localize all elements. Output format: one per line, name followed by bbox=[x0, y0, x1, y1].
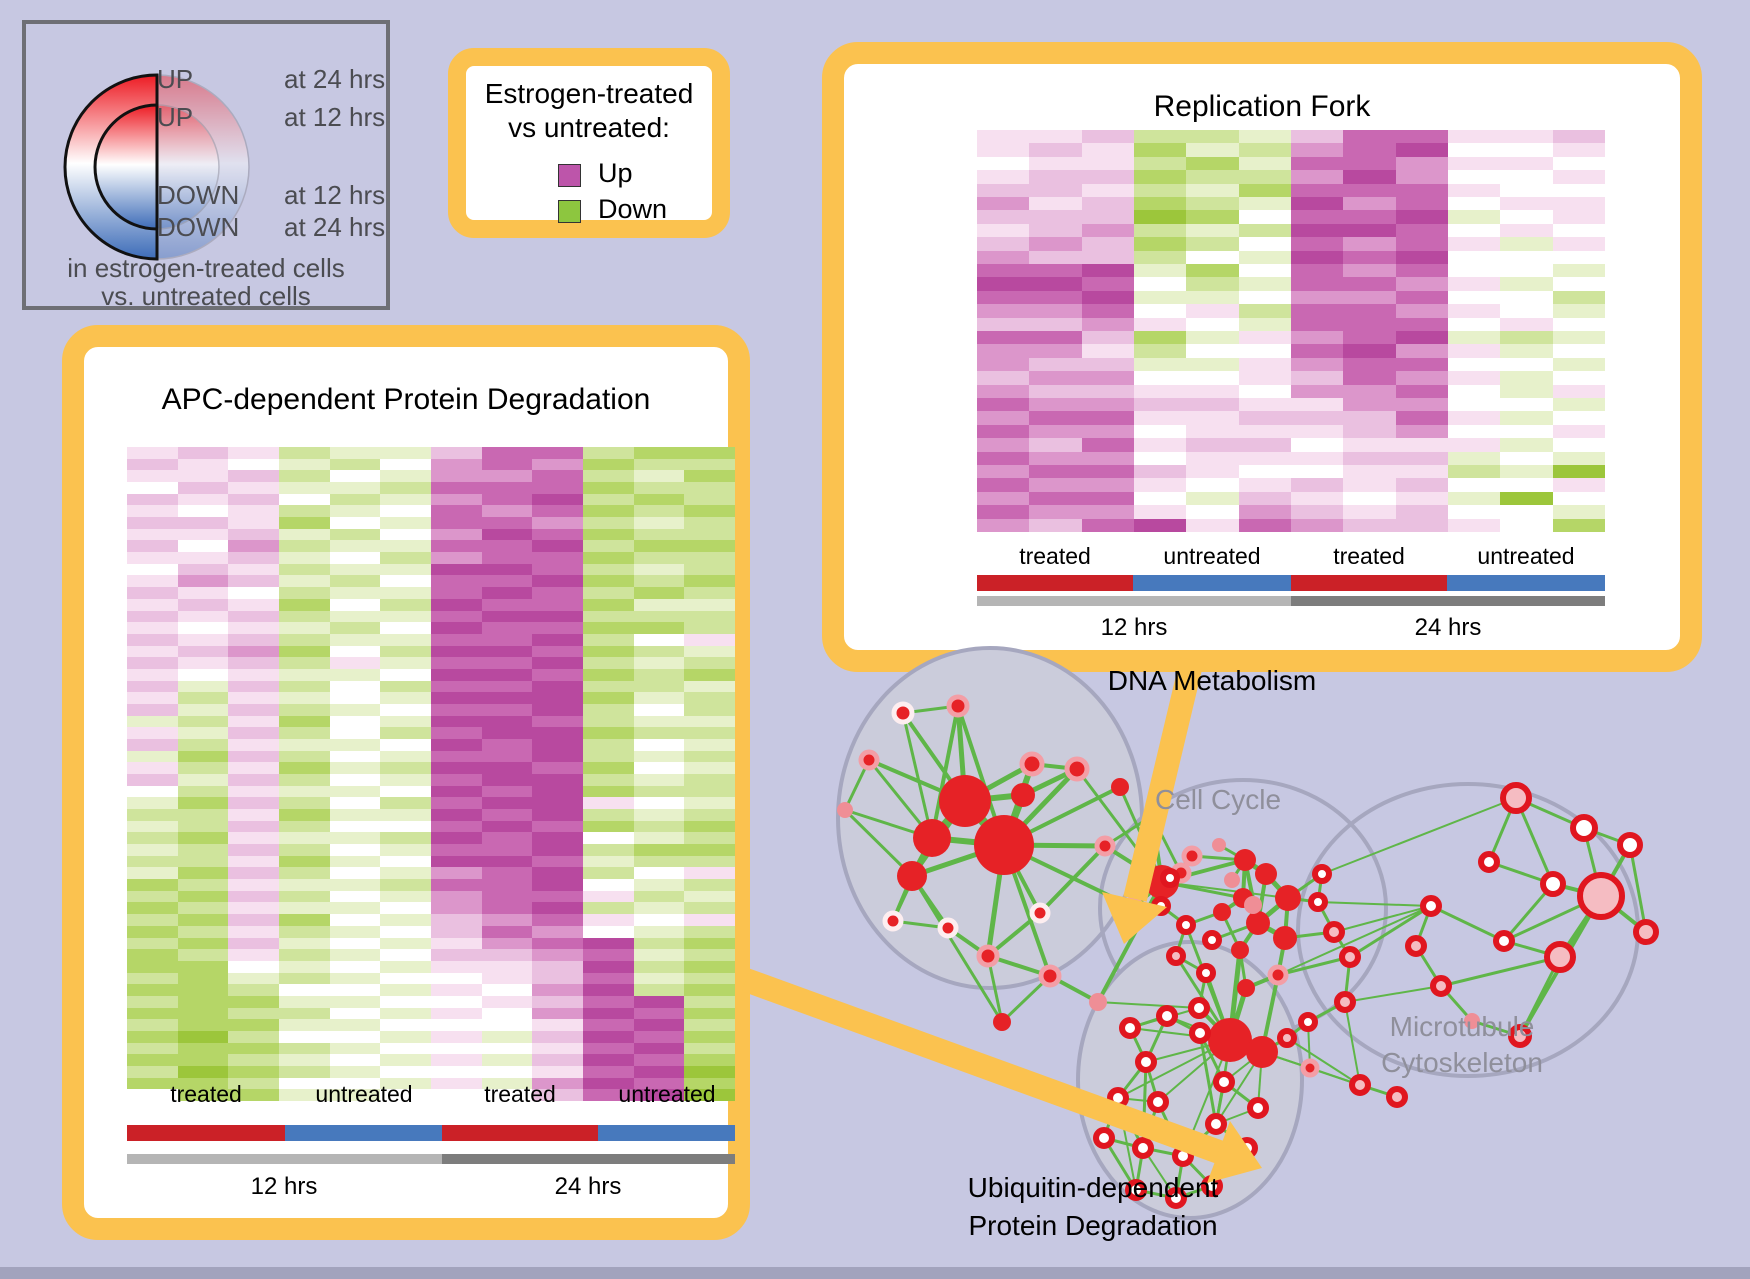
microtubule-label-line2: Cytoskeleton bbox=[1381, 1047, 1543, 1078]
up-legend-label: Up bbox=[598, 158, 633, 188]
apc-treated-12-label: treated bbox=[170, 1081, 242, 1107]
apc-12hrs-label: 12 hrs bbox=[250, 1173, 318, 1200]
apc-untreated-12-label: untreated bbox=[315, 1081, 413, 1107]
ubiquitin-label-line2: Protein Degradation bbox=[968, 1210, 1218, 1241]
apc-title: APC-dependent Protein Degradation bbox=[161, 383, 651, 416]
replication-fork-title: Replication Fork bbox=[1153, 90, 1371, 123]
dna-metabolism-label: DNA Metabolism bbox=[1107, 665, 1317, 696]
replication-fork-heatmap bbox=[977, 130, 1605, 532]
apc-time-bar bbox=[127, 1154, 735, 1164]
down-24-label: DOWN bbox=[157, 212, 240, 242]
at-24-label-2: at 24 hrs bbox=[284, 212, 386, 242]
rf-time-bar bbox=[977, 596, 1605, 606]
at-12-label-2: at 12 hrs bbox=[284, 180, 386, 210]
up-down-gradient-circles bbox=[63, 73, 250, 261]
microtubule-label-line1: Microtubule bbox=[1389, 1011, 1535, 1042]
at-12-label: at 12 hrs bbox=[284, 102, 386, 132]
apc-24hrs-label: 24 hrs bbox=[554, 1173, 622, 1200]
rf-12hrs-label: 12 hrs bbox=[1100, 614, 1168, 641]
up-12-label: UP bbox=[157, 102, 194, 132]
apc-heatmap bbox=[127, 447, 735, 1101]
down-12-label: DOWN bbox=[157, 180, 240, 210]
rf-24hrs-label: 24 hrs bbox=[1414, 614, 1482, 641]
rf-treated-24-label: treated bbox=[1333, 543, 1405, 569]
down-color-swatch bbox=[558, 200, 581, 223]
up-24-label: UP bbox=[157, 64, 194, 94]
rf-treated-12-label: treated bbox=[1019, 543, 1091, 569]
cell-cycle-label: Cell Cycle bbox=[1154, 784, 1282, 815]
apc-condition-bar bbox=[127, 1125, 735, 1141]
at-24-label: at 24 hrs bbox=[284, 64, 386, 94]
ubiquitin-label-line1: Ubiquitin-dependent bbox=[967, 1172, 1219, 1203]
rf-untreated-12-label: untreated bbox=[1163, 543, 1261, 569]
replication-fork-panel: Replication Fork treated untreated treat… bbox=[822, 42, 1702, 672]
gradient-legend-box: UP at 24 hrs UP at 12 hrs DOWN at 12 hrs… bbox=[22, 20, 390, 310]
rf-condition-bar bbox=[977, 575, 1605, 591]
legend-title-line2: vs untreated: bbox=[508, 112, 670, 143]
estrogen-legend-box: Estrogen-treated vs untreated: Up Down bbox=[448, 48, 730, 238]
down-legend-label: Down bbox=[598, 194, 668, 224]
gradient-caption-line2: vs. untreated cells bbox=[101, 281, 311, 311]
gradient-caption-line1: in estrogen-treated cells bbox=[67, 253, 345, 283]
rf-untreated-24-label: untreated bbox=[1477, 543, 1575, 569]
legend-title-line1: Estrogen-treated bbox=[484, 78, 694, 109]
apc-treated-24-label: treated bbox=[484, 1081, 556, 1107]
figure-bottom-border bbox=[0, 1267, 1750, 1279]
apc-panel: APC-dependent Protein Degradation treate… bbox=[62, 325, 750, 1240]
up-color-swatch bbox=[558, 164, 581, 187]
apc-untreated-24-label: untreated bbox=[618, 1081, 716, 1107]
